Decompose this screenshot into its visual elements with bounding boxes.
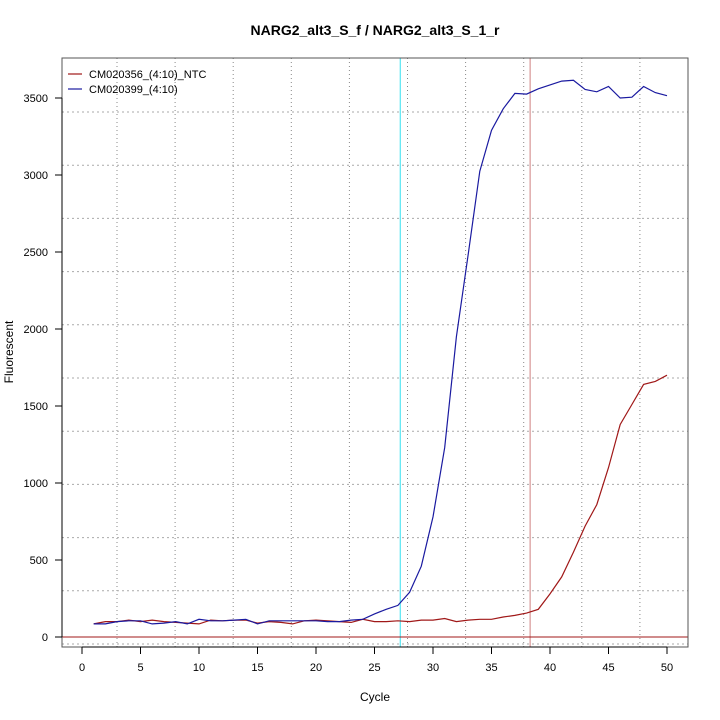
y-tick-label: 3000 — [24, 170, 48, 182]
chart-title: NARG2_alt3_S_f / NARG2_alt3_S_1_r — [250, 22, 500, 38]
x-axis-label: Cycle — [360, 690, 390, 704]
x-tick-label: 15 — [251, 662, 263, 674]
series-line-2 — [93, 79, 668, 625]
x-axis: 0 5 10 15 20 25 30 35 40 45 50 — [79, 646, 673, 674]
plot-frame — [61, 57, 689, 648]
legend: CM020356_(4:10)_NTC CM020399_(4:10) — [68, 69, 206, 96]
x-tick-label: 25 — [368, 662, 380, 674]
legend-label: CM020356_(4:10)_NTC — [89, 69, 206, 81]
y-tick-label: 2000 — [24, 324, 48, 336]
y-tick-label: 0 — [42, 632, 48, 644]
threshold-lines — [62, 58, 688, 647]
y-tick-label: 2500 — [24, 247, 48, 259]
x-tick-label: 5 — [137, 662, 143, 674]
y-tick-label: 3500 — [24, 93, 48, 105]
series-line-1 — [93, 374, 668, 625]
x-tick-label: 0 — [79, 662, 85, 674]
series-lines — [93, 79, 668, 625]
legend-label: CM020399_(4:10) — [89, 84, 178, 96]
y-tick-label: 500 — [30, 555, 48, 567]
x-tick-label: 30 — [427, 662, 439, 674]
x-tick-label: 10 — [193, 662, 205, 674]
x-tick-label: 40 — [544, 662, 556, 674]
y-axis: 0 500 1000 1500 2000 2500 3000 3500 — [24, 93, 63, 644]
y-axis-label: Fluorescent — [2, 320, 16, 383]
y-tick-label: 1500 — [24, 401, 48, 413]
grid — [62, 58, 688, 647]
y-tick-label: 1000 — [24, 478, 48, 490]
x-tick-label: 35 — [485, 662, 497, 674]
x-tick-label: 20 — [310, 662, 322, 674]
x-tick-label: 50 — [661, 662, 673, 674]
x-tick-label: 45 — [602, 662, 614, 674]
